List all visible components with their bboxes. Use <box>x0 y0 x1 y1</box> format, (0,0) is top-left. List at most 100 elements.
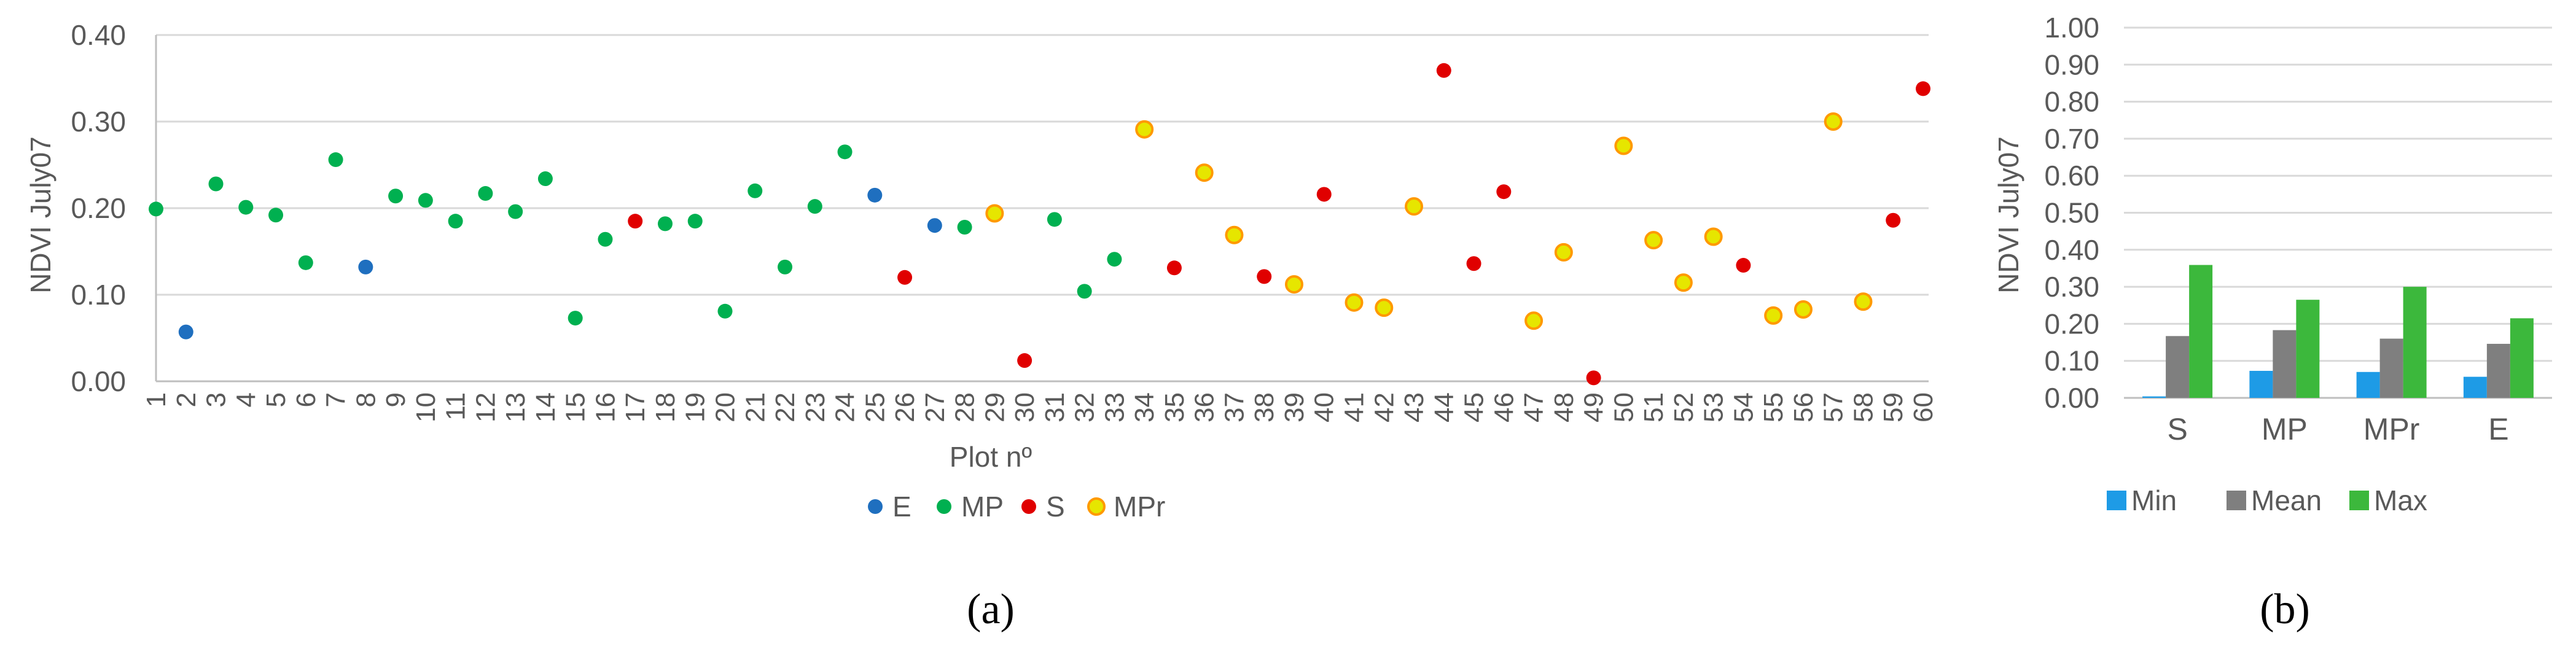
bar-y-tick-label: 1.00 <box>2044 12 2099 44</box>
bar-mean <box>2486 343 2510 398</box>
scatter-x-tick-label: 11 <box>441 392 471 421</box>
scatter-point-mp <box>328 152 343 168</box>
scatter-x-tick-label: 41 <box>1340 392 1370 422</box>
scatter-point-e <box>927 218 942 233</box>
scatter-x-tick-label: 46 <box>1489 392 1519 422</box>
bar-legend-swatch <box>2227 491 2246 510</box>
scatter-legend: E MP S MPr <box>868 491 1165 523</box>
scatter-point-mpr <box>1405 197 1424 216</box>
scatter-x-tick-label: 37 <box>1219 392 1249 422</box>
scatter-x-tick-label: 54 <box>1728 392 1758 422</box>
bar-legend: Min Mean Max <box>2107 484 2427 516</box>
scatter-point-mpr <box>1644 231 1663 250</box>
scatter-point-mpr <box>1793 300 1813 319</box>
scatter-x-tick-label: 15 <box>561 392 591 422</box>
panel-label-b: (b) <box>2260 586 2310 633</box>
scatter-x-tick-label: 17 <box>620 392 650 422</box>
bar-max <box>2296 300 2320 398</box>
scatter-chart-panel: 0.000.100.200.300.40 1 2 3 4 5 6 7 8 9 10 11 12 13 14… <box>25 19 1938 633</box>
scatter-x-tick-label: 53 <box>1699 392 1729 422</box>
scatter-legend-label: MP <box>961 491 1004 523</box>
scatter-x-tick-label: 38 <box>1249 392 1279 422</box>
scatter-point-mp <box>568 311 583 326</box>
bar-gridlines <box>2124 26 2552 399</box>
scatter-point-s <box>1886 212 1901 228</box>
panel-label-a: (a) <box>967 586 1015 633</box>
scatter-gridlines <box>155 34 1929 383</box>
scatter-x-tick-label: 50 <box>1609 392 1639 422</box>
scatter-x-tick-label: 6 <box>291 392 321 407</box>
scatter-point-mp <box>508 204 523 219</box>
scatter-x-tick-label: 35 <box>1160 392 1190 422</box>
bar-max <box>2189 265 2213 398</box>
scatter-x-tick-label: 10 <box>411 392 441 422</box>
scatter-point-mpr <box>1554 243 1573 262</box>
scatter-point-mpr <box>985 204 1004 223</box>
scatter-x-tick-label: 45 <box>1459 392 1489 422</box>
scatter-x-tick-label: 42 <box>1369 392 1399 422</box>
bar-min <box>2249 370 2273 398</box>
scatter-point-s <box>1466 256 1481 271</box>
scatter-point-mp <box>1047 212 1062 227</box>
scatter-points <box>149 63 1930 386</box>
scatter-x-tick-label: 25 <box>860 392 890 422</box>
scatter-x-tick-label: 52 <box>1669 392 1699 422</box>
bar-y-tick-label: 0.20 <box>2044 308 2099 340</box>
scatter-x-tick-label: 21 <box>740 392 770 422</box>
scatter-point-mp <box>807 199 822 214</box>
scatter-point-mp <box>478 186 493 201</box>
scatter-point-mpr <box>1674 273 1693 292</box>
bar-y-tick-label: 0.90 <box>2044 49 2099 80</box>
scatter-x-tick-label: 24 <box>830 392 861 422</box>
bar-legend-swatch <box>2107 491 2126 510</box>
bar-category-label: MPr <box>2363 412 2420 446</box>
scatter-point-e <box>867 187 883 203</box>
scatter-point-s <box>1496 184 1512 200</box>
scatter-x-tick-label: 39 <box>1279 392 1309 422</box>
scatter-x-tick-label: 47 <box>1519 392 1549 422</box>
scatter-x-tick-label: 20 <box>710 392 740 422</box>
scatter-x-tick-label: 49 <box>1579 392 1609 422</box>
scatter-point-e <box>358 259 373 274</box>
scatter-x-tick-label: 19 <box>681 392 711 422</box>
bar-y-tick-label: 0.40 <box>2044 234 2099 266</box>
scatter-x-tick-label: 9 <box>381 392 411 407</box>
bar-category-label: MP <box>2262 412 2308 446</box>
scatter-point-s <box>1436 63 1451 78</box>
scatter-x-tick-label: 43 <box>1399 392 1429 422</box>
scatter-y-tick-label: 0.20 <box>71 192 126 224</box>
scatter-x-tick-label: 1 <box>141 392 171 407</box>
scatter-point-mpr <box>1824 112 1843 131</box>
bar-legend-label: Min <box>2131 484 2177 516</box>
scatter-point-mp <box>388 189 404 204</box>
scatter-point-mpr <box>1524 311 1544 330</box>
bar-y-tick-label: 0.60 <box>2044 160 2099 192</box>
scatter-point-e <box>178 324 193 340</box>
scatter-legend-label: E <box>892 491 911 523</box>
scatter-x-tick-label: 33 <box>1099 392 1130 422</box>
scatter-point-mpr <box>1345 293 1364 312</box>
scatter-x-tick-label: 31 <box>1040 392 1070 422</box>
scatter-point-s <box>1257 269 1272 284</box>
scatter-point-mp <box>268 208 284 223</box>
scatter-y-tick-label: 0.40 <box>71 19 126 51</box>
bar-marks <box>2142 265 2534 398</box>
scatter-point-s <box>1316 187 1332 202</box>
scatter-y-tick-label: 0.10 <box>71 279 126 311</box>
scatter-x-tick-label: 14 <box>531 392 561 422</box>
scatter-x-tick-label: 8 <box>351 392 381 407</box>
scatter-legend-marker <box>937 499 951 514</box>
scatter-point-mp <box>418 193 433 208</box>
bar-legend-label: Mean <box>2251 484 2322 516</box>
bar-max <box>2403 287 2427 398</box>
scatter-x-tick-label: 2 <box>171 392 201 407</box>
scatter-point-mpr <box>1704 227 1723 246</box>
bar-y-tick-label: 0.80 <box>2044 86 2099 118</box>
scatter-x-tick-label: 40 <box>1309 392 1340 422</box>
scatter-point-s <box>897 270 913 285</box>
scatter-point-mpr <box>1614 136 1633 155</box>
scatter-x-tick-label: 13 <box>501 392 531 422</box>
scatter-legend-marker <box>868 499 883 514</box>
scatter-point-mpr <box>1764 306 1783 325</box>
scatter-point-mp <box>837 144 853 160</box>
